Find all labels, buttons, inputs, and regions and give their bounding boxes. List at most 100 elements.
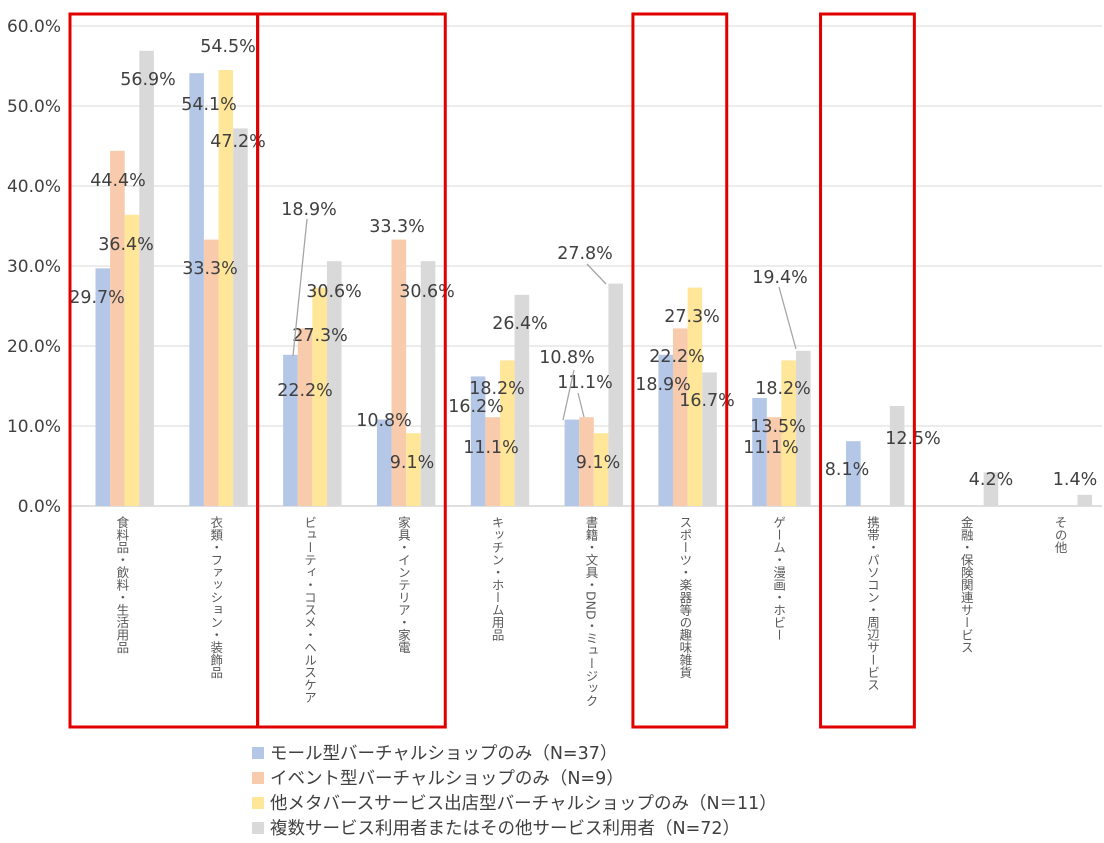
data-label: 26.4% [492,314,548,334]
legend-swatch [252,746,264,759]
data-label: 16.7% [679,391,735,411]
category-label: キッチン・ホーム用品 [490,516,505,641]
bar [752,398,767,506]
bar [766,417,782,506]
data-label: 11.1% [463,438,519,458]
bar [485,417,500,506]
data-label: 11.1% [557,373,613,393]
bar [283,354,298,506]
data-label: 18.2% [755,379,811,399]
bar [499,360,515,506]
bar [673,328,688,506]
legend-label: イベント型バーチャルショップのみ（N=9） [270,769,624,789]
bar [470,376,486,506]
bar [781,360,797,506]
data-label: 18.2% [469,379,525,399]
bar [846,441,861,506]
data-label: 18.9% [635,375,691,395]
highlight-box [256,12,447,729]
bar [514,294,530,506]
data-label: 27.3% [292,326,348,346]
bar [376,419,392,506]
data-label: 47.2% [210,132,266,152]
y-tick-label: 20.0% [7,337,61,357]
data-label: 9.1% [576,453,620,473]
category-label: スポーツ・楽器等の趣味雑貨 [677,516,692,679]
data-label: 19.4% [752,268,808,288]
data-label: 29.7% [69,288,125,308]
legend-label: 複数サービス利用者またはその他サービス利用者（N=72） [270,819,741,839]
y-tick-label: 50.0% [7,97,61,117]
bar [326,261,342,506]
category-label: 食料品・飲料・生活用品 [114,515,129,654]
data-label: 10.8% [539,348,595,368]
data-label: 9.1% [390,453,434,473]
data-label: 11.1% [743,438,799,458]
category-label: 家具・インテリア・家電 [396,515,411,654]
data-label: 8.1% [825,460,869,480]
bar [233,128,248,506]
y-tick-label: 40.0% [7,177,61,197]
legend-item: 複数サービス利用者またはその他サービス利用者（N=72） [252,815,777,840]
legend-swatch [252,796,264,809]
y-tick-label: 60.0% [7,17,61,37]
category-label: ビューティ・コスメ・ヘルスケア [302,516,317,704]
bar [579,417,594,506]
bar [687,287,703,506]
bar [312,287,327,506]
legend-swatch [252,771,264,784]
y-tick-label: 0.0% [18,497,61,517]
bar [420,261,436,506]
data-label: 33.3% [369,217,425,237]
bar [297,328,313,506]
bar [124,214,140,507]
legend-swatch [252,821,264,834]
data-label: 16.2% [448,397,504,417]
legend-item: 他メタバースサービス出店型バーチャルショップのみ（N＝11） [252,790,777,815]
category-label: 携帯・パソコン・周辺サービス [865,515,880,691]
data-label: 27.8% [557,244,613,264]
bar [218,70,234,506]
data-label: 44.4% [90,171,146,191]
data-label: 30.6% [306,282,362,302]
data-label: 54.1% [181,95,237,115]
bar [189,73,204,506]
data-label: 56.9% [120,70,176,90]
data-label: 36.4% [98,235,154,255]
highlight-box [631,12,729,729]
bar [702,372,717,506]
legend: モール型バーチャルショップのみ（N=37） イベント型バーチャルショップのみ（N=… [252,740,777,840]
legend-item: イベント型バーチャルショップのみ（N=9） [252,765,777,790]
data-label: 22.2% [277,381,333,401]
bar [391,239,407,506]
data-label: 13.5% [750,417,806,437]
bar [406,433,421,506]
leader-line [778,286,797,350]
data-label: 18.9% [281,200,337,220]
bar [139,50,154,507]
category-label: ゲーム・漫画・ホビー [771,516,786,641]
y-tick-label: 30.0% [7,257,61,277]
bar [95,268,111,506]
leader-line [562,369,575,421]
data-label: 10.8% [356,411,412,431]
bar [1077,494,1093,506]
bar [658,354,674,506]
category-label: その他 [1053,516,1068,554]
bar [608,283,623,506]
bar [564,419,580,506]
data-label: 54.5% [200,37,256,57]
data-label: 27.3% [664,307,720,327]
data-label: 33.3% [182,259,238,279]
leader-line [586,263,607,285]
bar [796,350,811,506]
category-label: 金融・保険関連サービス [959,515,974,654]
highlight-box [819,12,916,729]
legend-label: モール型バーチャルショップのみ（N=37） [270,744,618,764]
data-label: 4.2% [969,470,1013,490]
category-label: 書籍・文具・DND・ミュージック [584,516,599,707]
bar [889,406,905,506]
data-label: 30.6% [399,282,455,302]
legend-item: モール型バーチャルショップのみ（N=37） [252,740,777,765]
